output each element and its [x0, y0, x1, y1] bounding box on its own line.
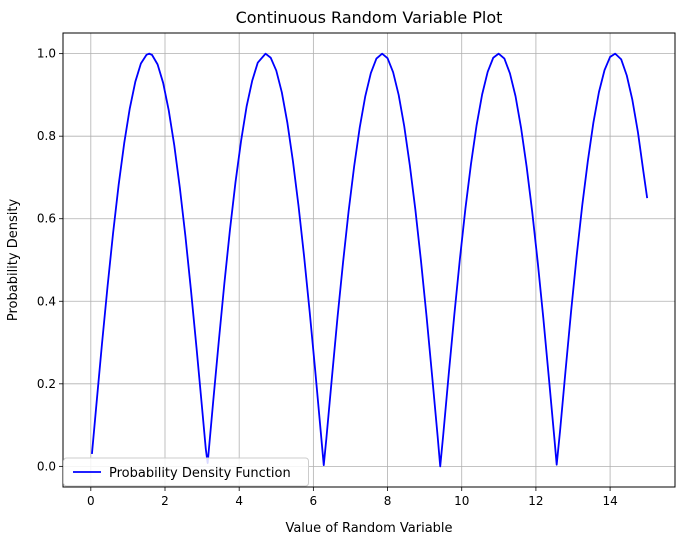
y-tick-label: 0.2 — [37, 377, 56, 391]
y-axis-label: Probability Density — [6, 199, 21, 322]
y-tick-label: 0.4 — [37, 294, 56, 308]
x-tick-label: 2 — [161, 494, 169, 508]
plot-area-frame — [62, 32, 676, 488]
x-tick-label: 12 — [528, 494, 543, 508]
x-tick-label: 6 — [310, 494, 318, 508]
x-tick-label: 10 — [454, 494, 469, 508]
x-tick-label: 14 — [602, 494, 617, 508]
legend: Probability Density Function — [63, 457, 309, 487]
x-tick-label: 0 — [87, 494, 95, 508]
y-tick-label: 0.0 — [37, 459, 56, 473]
axis-ticks: 0 2 4 6 8 10 12 14 0.0 0.2 0.4 0.6 0.8 1.0 — [37, 47, 618, 508]
x-axis-label: Value of Random Variable — [285, 521, 452, 536]
y-tick-label: 1.0 — [37, 47, 56, 61]
legend-box — [63, 457, 309, 487]
x-tick-label: 4 — [235, 494, 243, 508]
legend-label: Probability Density Function — [109, 466, 291, 481]
y-tick-label: 0.6 — [37, 212, 56, 226]
x-tick-label: 8 — [384, 494, 392, 508]
pdf-series-line — [91, 52, 649, 468]
chart-title: Continuous Random Variable Plot — [236, 8, 503, 27]
y-tick-label: 0.8 — [37, 129, 56, 143]
